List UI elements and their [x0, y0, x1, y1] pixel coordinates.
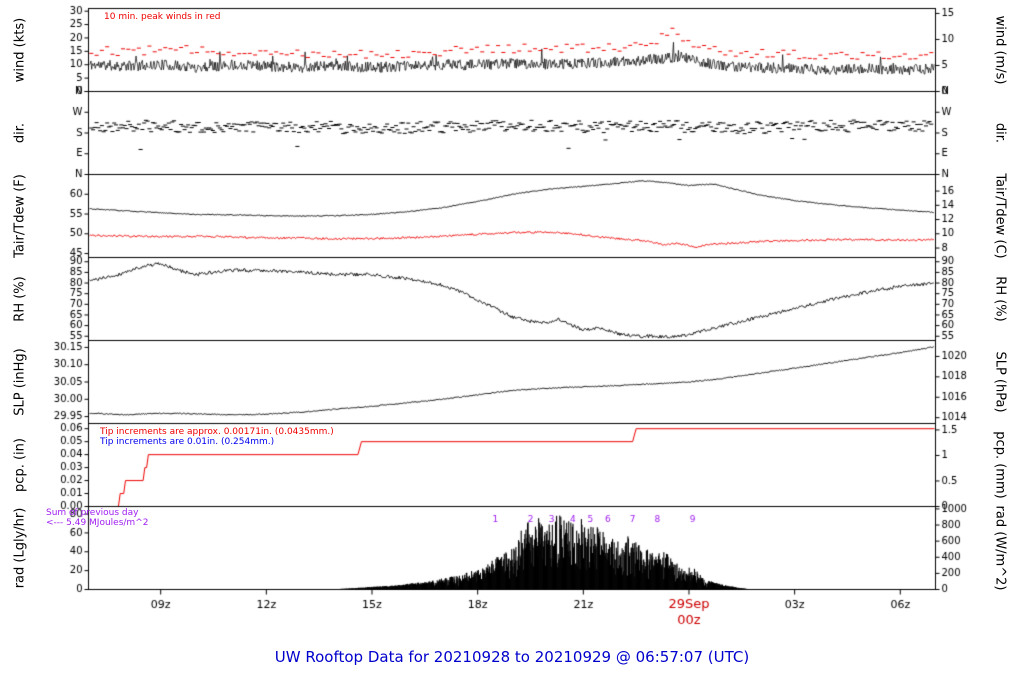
y-label-wind-left: wind (kts) — [12, 17, 28, 83]
pcp-tip-note-2: Tip increments are 0.01in. (0.254mm.) — [100, 437, 275, 447]
y-label-rh-left: RH (%) — [12, 276, 28, 322]
y-label-slp-left: SLP (inHg) — [12, 348, 28, 416]
rad-sum-note-1: Sum of previous day — [46, 508, 139, 518]
figure-title: UW Rooftop Data for 20210928 to 20210929… — [274, 648, 750, 666]
y-label-slp-right: SLP (hPa) — [992, 351, 1008, 413]
y-label-temp-right: Tair/Tdew (C) — [992, 173, 1008, 259]
y-label-rad-left: rad (Lgly/hr) — [12, 507, 28, 589]
y-label-dir-right: dir. — [992, 122, 1008, 144]
y-label-pcp-left: pcp. (in) — [12, 438, 28, 492]
y-label-rh-right: RH (%) — [992, 276, 1008, 322]
y-label-wind-right: wind (m/s) — [992, 15, 1008, 85]
rad-sum-note-2: <--- 5.49 MJoules/m^2 — [46, 518, 149, 528]
y-label-rad-right: rad (W/m^2) — [992, 505, 1008, 591]
pcp-tip-note-1: Tip increments are approx. 0.00171in. (0… — [100, 427, 334, 437]
y-label-pcp-right: pcp. (mm) — [992, 431, 1008, 499]
y-label-temp-left: Tair/Tdew (F) — [12, 174, 28, 258]
y-label-dir-left: dir. — [12, 122, 28, 144]
wind-peak-note: 10 min. peak winds in red — [104, 12, 221, 22]
